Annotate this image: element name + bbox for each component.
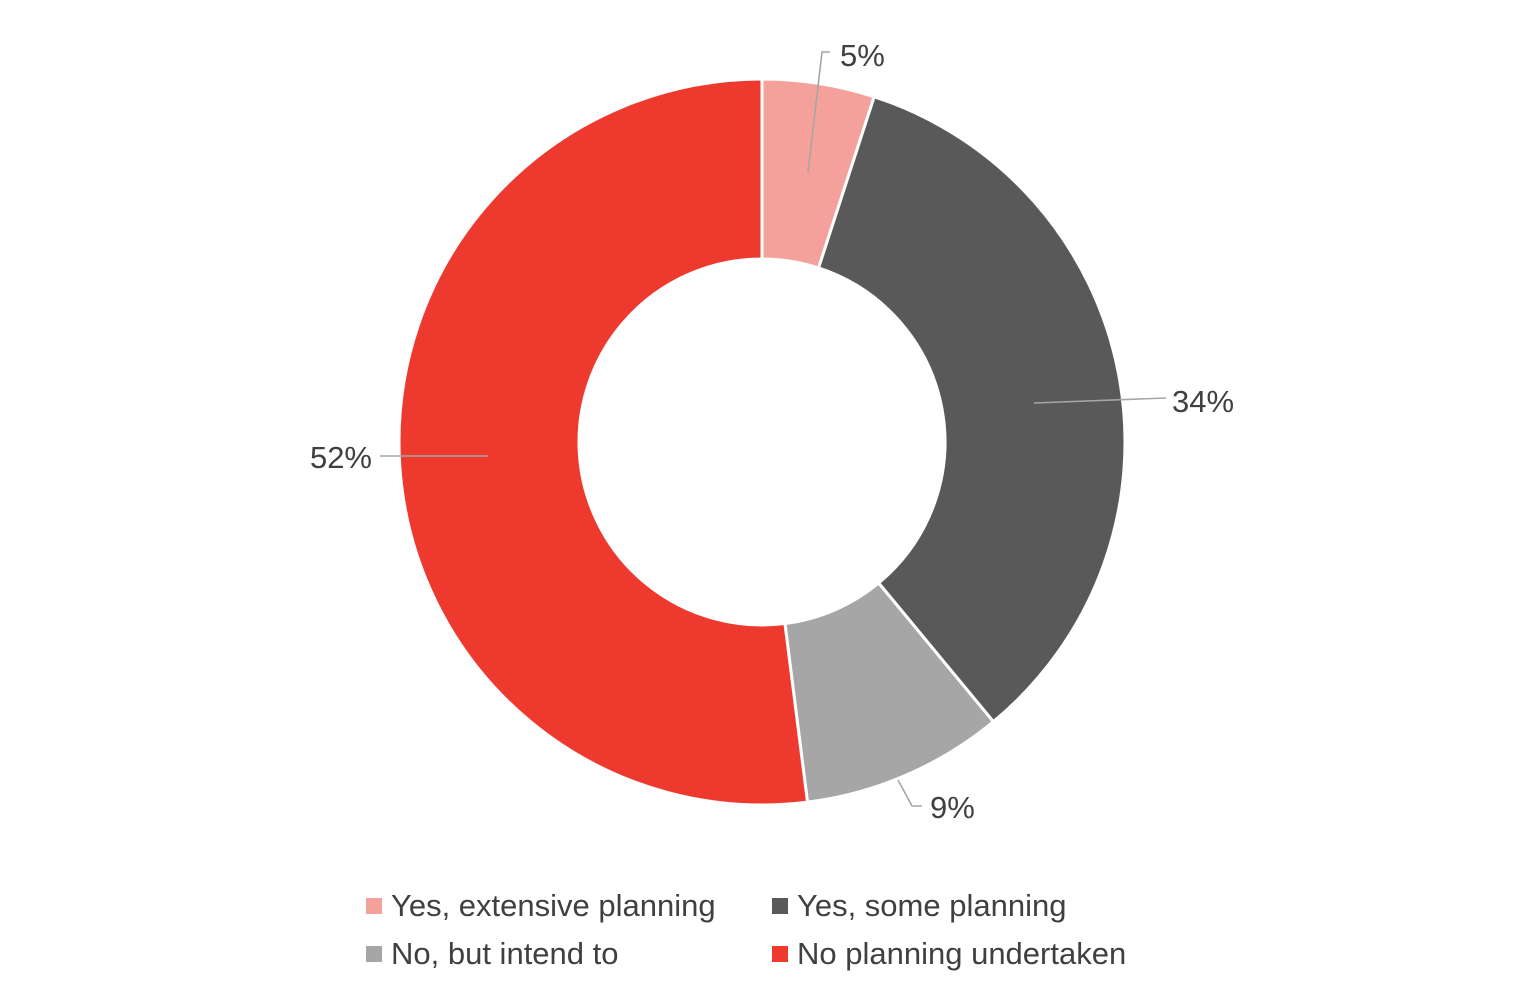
legend-swatch [366, 898, 382, 914]
donut-slice-4 [397, 77, 810, 807]
legend-swatch [772, 898, 788, 914]
data-label-1: 5% [840, 38, 885, 73]
leader-line-1 [807, 51, 830, 173]
legend-label: No planning undertaken [797, 936, 1127, 971]
donut-slice-2 [816, 94, 1127, 724]
legend-swatch [772, 946, 788, 962]
legend-label: Yes, some planning [797, 888, 1067, 923]
legend-label: Yes, extensive planning [391, 888, 716, 923]
leader-line-3 [897, 779, 922, 807]
data-label-3: 9% [930, 790, 975, 825]
data-label-2: 34% [1172, 384, 1234, 419]
legend-swatch [366, 946, 382, 962]
donut-chart-svg: 5% 34% 9% 52% [310, 38, 1234, 825]
legend-item-no-planning-undertaken: No planning undertaken [772, 936, 1172, 972]
data-label-4: 52% [310, 440, 372, 475]
data-labels-group: 5% 34% 9% 52% [310, 38, 1234, 825]
legend-item-no-but-intend-to: No, but intend to [366, 936, 772, 972]
legend-item-yes-some-planning: Yes, some planning [772, 888, 1172, 924]
legend: Yes, extensive planning Yes, some planni… [366, 888, 1172, 972]
leader-lines-group [380, 51, 1167, 807]
slices-group [397, 77, 1127, 807]
legend-label: No, but intend to [391, 936, 619, 971]
legend-item-yes-extensive-planning: Yes, extensive planning [366, 888, 772, 924]
leader-line-2 [1033, 397, 1167, 404]
